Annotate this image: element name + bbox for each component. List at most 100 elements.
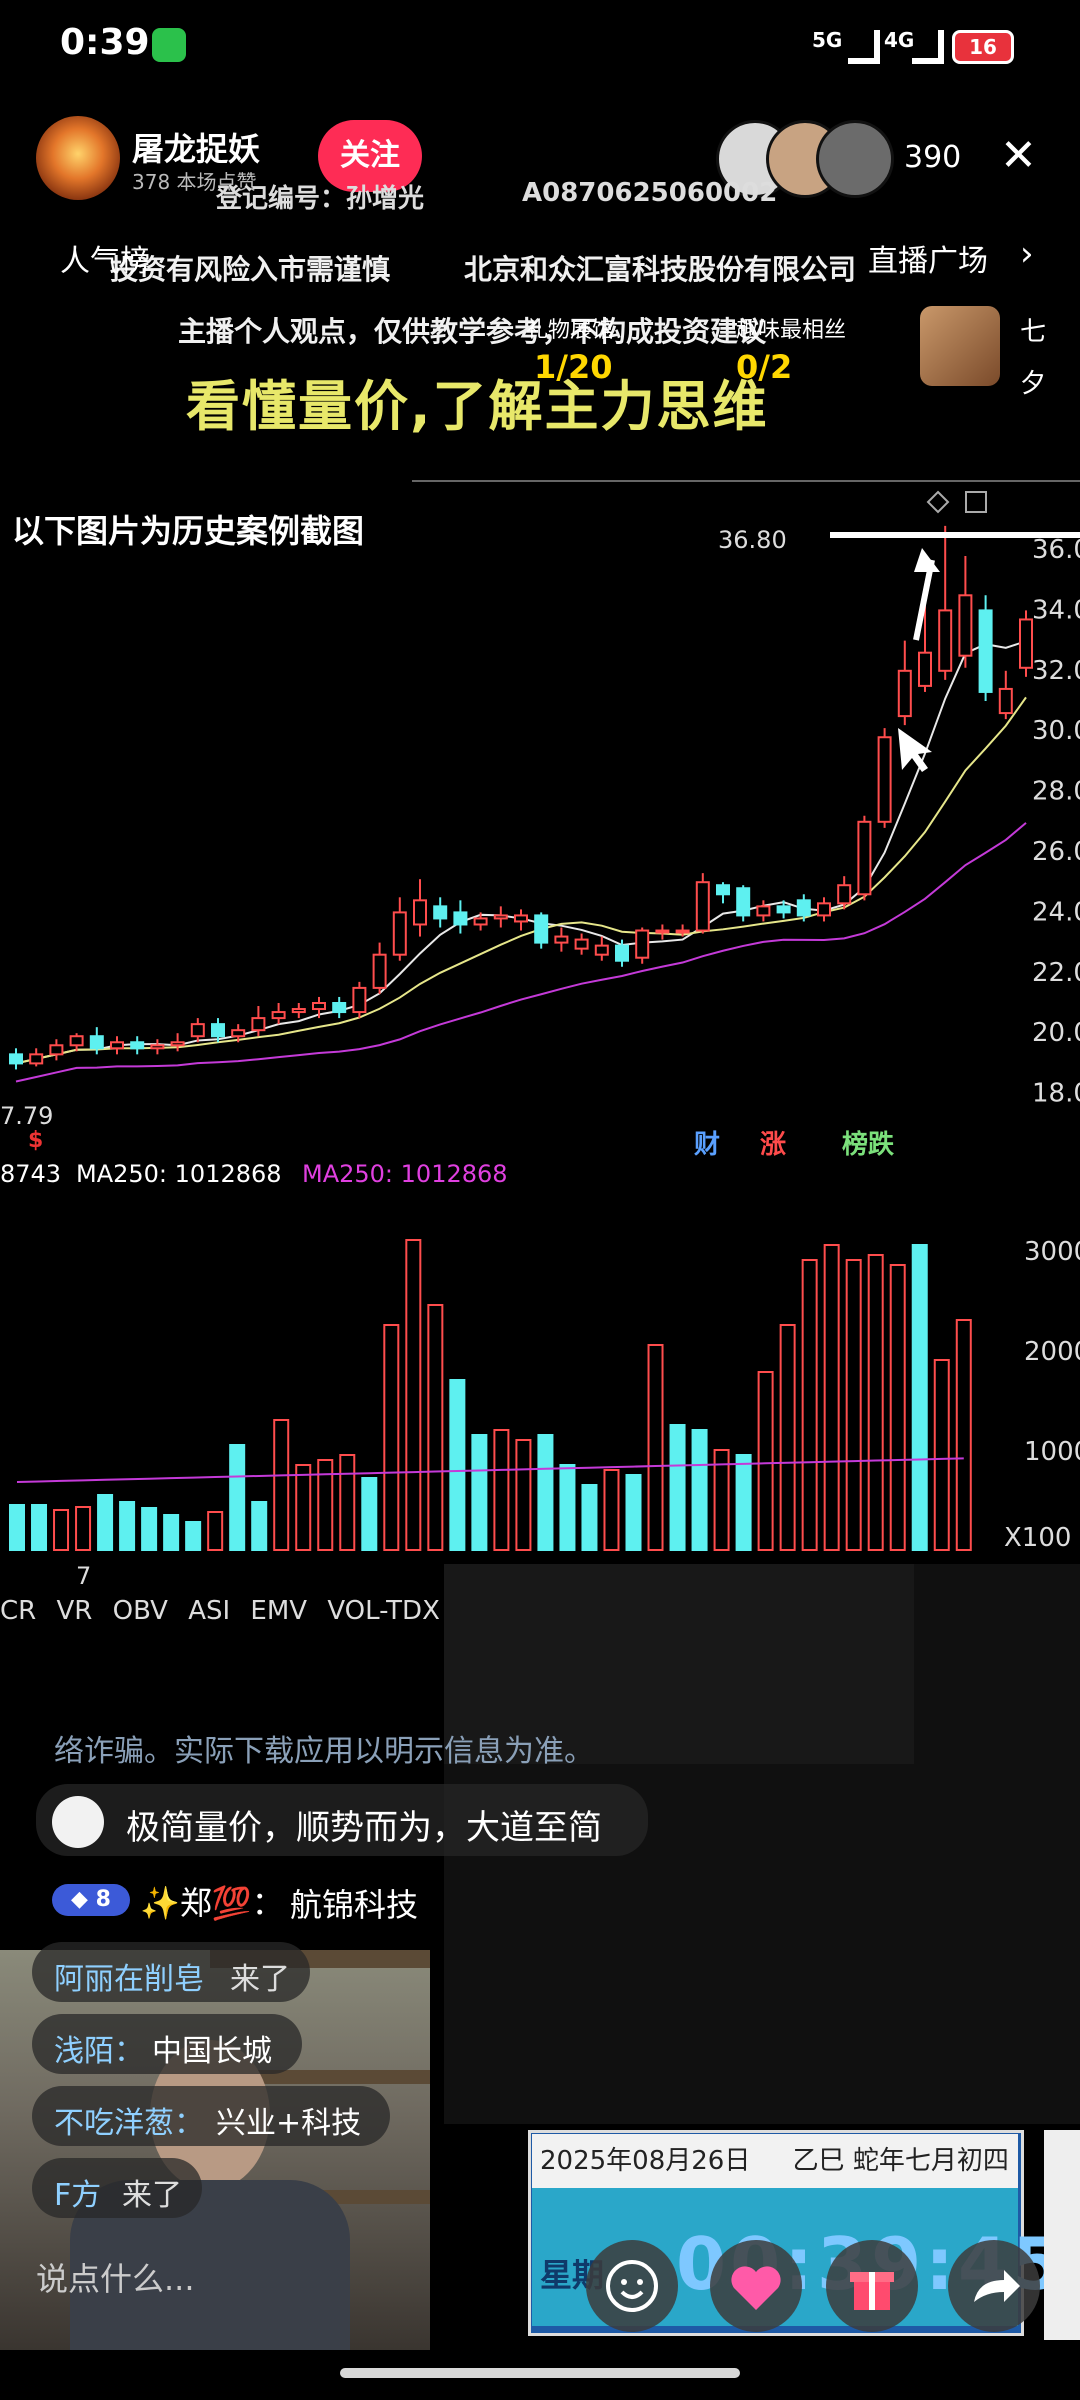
price-tick-label: 30.0 bbox=[1032, 716, 1080, 746]
row-user[interactable]: 不吃洋葱： bbox=[54, 2106, 204, 2141]
overlay-panel-shade bbox=[444, 1564, 914, 1764]
candle-body bbox=[291, 1008, 306, 1014]
volume-bar bbox=[141, 1507, 158, 1551]
volume-bar bbox=[97, 1494, 114, 1551]
volume-bar bbox=[911, 1244, 928, 1551]
price-tick-label: 32.0 bbox=[1032, 656, 1080, 686]
tab-emv[interactable]: EMV bbox=[250, 1596, 308, 1626]
tab-vol-tdx[interactable]: VOL-TDX bbox=[327, 1596, 440, 1626]
smile-icon bbox=[606, 2260, 658, 2312]
comment-text: 极简量价，顺势而为，大道至简 bbox=[126, 1808, 602, 1848]
row-user[interactable]: F方 bbox=[54, 2178, 102, 2213]
volume-bar bbox=[9, 1504, 25, 1551]
comment-row bbox=[32, 2158, 202, 2218]
candle-body bbox=[918, 651, 932, 687]
candle-body bbox=[170, 1041, 185, 1047]
tab-vr[interactable]: VR bbox=[56, 1596, 93, 1626]
date-text: 2025年08月26日 bbox=[540, 2146, 751, 2176]
marker-rise: 涨 bbox=[760, 1130, 787, 1160]
candle-body bbox=[271, 1011, 286, 1020]
gift-button[interactable] bbox=[826, 2240, 918, 2332]
ma-line bbox=[15, 696, 1027, 1065]
volume-bar bbox=[207, 1511, 224, 1551]
commenter-avatar[interactable] bbox=[52, 1796, 104, 1848]
row-message: 中国长城 bbox=[152, 2034, 272, 2069]
chevron-right-icon[interactable]: › bbox=[1020, 234, 1034, 274]
panel-icon bbox=[965, 491, 987, 513]
comment-user[interactable]: ✨郑💯： bbox=[140, 1884, 284, 1922]
fans-label[interactable]: 趣味最相丝 bbox=[736, 318, 847, 343]
emoji-button[interactable] bbox=[586, 2240, 678, 2332]
company-name: 北京和众汇富科技股份有限公司 bbox=[464, 253, 857, 286]
price-tick-label: 24.0 bbox=[1032, 897, 1080, 927]
candle-body bbox=[897, 669, 912, 718]
candle-body bbox=[958, 594, 973, 657]
candle-body bbox=[332, 1002, 347, 1014]
ma-legend-1: 8743 bbox=[0, 1160, 62, 1188]
treasure-chest-icon[interactable] bbox=[920, 306, 1000, 386]
volume-bar bbox=[317, 1459, 334, 1551]
volume-x-label: 7 bbox=[76, 1562, 92, 1590]
price-tick-label: 18.0 bbox=[1032, 1079, 1080, 1109]
price-tick-label: 22.0 bbox=[1032, 958, 1080, 988]
volume-bar bbox=[383, 1324, 400, 1551]
volume-bar bbox=[713, 1449, 730, 1551]
gift-hall-label[interactable]: 礼物展馆 bbox=[526, 318, 615, 343]
popularity-rank[interactable]: 人气榜 bbox=[60, 244, 150, 279]
candle-body bbox=[130, 1041, 145, 1050]
likes-count: 378 本场点赞 bbox=[132, 170, 257, 194]
streamer-name[interactable]: 屠龙捉妖 bbox=[132, 130, 261, 168]
share-button[interactable] bbox=[948, 2240, 1040, 2332]
volume-bar bbox=[537, 1434, 554, 1551]
price-tick-label: 26.0 bbox=[1032, 837, 1080, 867]
low-price-label: 7.79 bbox=[0, 1102, 54, 1130]
battery-icon: 16 bbox=[952, 30, 1014, 64]
viewer-avatar[interactable] bbox=[816, 120, 894, 198]
volume-bar bbox=[669, 1424, 686, 1551]
candle-body bbox=[938, 609, 953, 672]
history-caption: 以下图片为历史案例截图 bbox=[12, 512, 365, 550]
viewer-count[interactable]: 390 bbox=[904, 140, 962, 175]
tab-obv[interactable]: OBV bbox=[112, 1596, 168, 1626]
volume-tick-label: 2000 bbox=[1024, 1337, 1080, 1367]
volume-bar bbox=[295, 1464, 312, 1551]
comment-input[interactable]: 说点什么... bbox=[36, 2260, 195, 2298]
candle-body bbox=[615, 944, 629, 962]
volume-bar bbox=[53, 1509, 70, 1551]
row-action: 来了 bbox=[122, 2178, 182, 2213]
comment-row bbox=[32, 2014, 302, 2074]
tab-cr[interactable]: CR bbox=[0, 1596, 37, 1626]
festival-label[interactable]: 七夕 bbox=[1020, 317, 1047, 399]
volume-bar bbox=[779, 1324, 796, 1551]
comment-row bbox=[32, 1942, 310, 2002]
close-icon[interactable]: ✕ bbox=[1000, 130, 1037, 181]
s-marker: $ bbox=[28, 1128, 44, 1153]
comment-text: 航锦科技 bbox=[290, 1886, 419, 1924]
stock-chart: 36.0 34.0 32.0 30.0 28.0 26.0 24.0 22.0 20.0 18.0… bbox=[9, 480, 1080, 1553]
streamer-avatar[interactable] bbox=[36, 116, 120, 200]
like-button[interactable] bbox=[710, 2240, 802, 2332]
risk-warning: 投资有风险入市需谨慎 bbox=[110, 253, 391, 286]
volume-bar bbox=[449, 1379, 466, 1551]
registration-label: 登记编号：孙增光 bbox=[216, 184, 425, 214]
price-tick-label: 20.0 bbox=[1032, 1018, 1080, 1048]
volume-ma-line bbox=[16, 1457, 964, 1483]
candle-body bbox=[736, 887, 751, 917]
price-tick-label: 34.0 bbox=[1032, 595, 1080, 625]
candle-body bbox=[473, 917, 488, 926]
follow-button[interactable]: 关注 bbox=[318, 120, 422, 192]
home-indicator[interactable] bbox=[340, 2368, 740, 2378]
row-user[interactable]: 浅陌： bbox=[54, 2034, 144, 2069]
tab-asi[interactable]: ASI bbox=[188, 1596, 231, 1626]
row-message: 兴业+科技 bbox=[216, 2106, 362, 2141]
row-user[interactable]: 阿丽在削皂 bbox=[54, 1962, 204, 1997]
live-square-link[interactable]: 直播广场 bbox=[868, 244, 988, 279]
candle-body bbox=[150, 1044, 165, 1050]
volume-bar bbox=[163, 1514, 180, 1551]
volume-bar bbox=[691, 1429, 708, 1551]
heart-icon bbox=[731, 2266, 781, 2310]
registration-code: A0870625060002 bbox=[522, 178, 778, 208]
volume-bar bbox=[559, 1464, 576, 1551]
volume-bar bbox=[647, 1344, 664, 1551]
date-header: 2025年08月26日 乙巳 蛇年七月初四 bbox=[532, 2134, 1018, 2188]
